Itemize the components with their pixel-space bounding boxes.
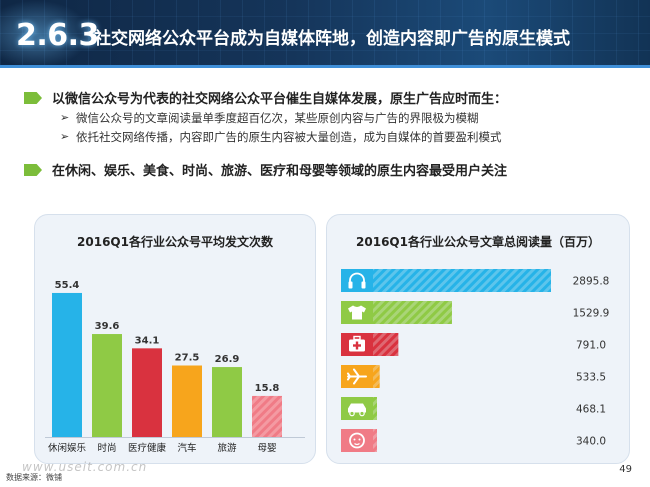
hbar-value-label: 340.0: [576, 436, 606, 448]
slide-title: 社交网络公众平台成为自媒体阵地，创造内容即广告的原生模式: [94, 29, 570, 49]
chart-title-right: 2016Q1各行业公众号文章总阅读量（百万）: [356, 235, 600, 249]
bullet-text-1: 以微信公众号为代表的社交网络公众平台催生自媒体发展，原生广告应时而生：: [52, 92, 508, 107]
bar-value-label: 27.5: [175, 353, 200, 364]
chart-panel-left: 2016Q1各行业公众号平均发文次数 55.4 休闲娱乐 39.6 时尚 34.1 医疗健…: [34, 214, 316, 464]
section-number: 2.6.3: [16, 18, 99, 53]
hbar-value-label: 791.0: [576, 340, 606, 352]
bullet-tag-icon: [24, 92, 42, 104]
medical-kit-icon: [349, 335, 365, 352]
baby-icon: [349, 432, 365, 449]
bullet-tag-icon: [24, 164, 42, 176]
sub-bullet-arrow-icon: ➢: [60, 111, 70, 124]
chart-panel-right: 2016Q1各行业公众号文章总阅读量（百万） 2895.8 1529.9 791.0…: [326, 214, 630, 464]
bullet-list: 以微信公众号为代表的社交网络公众平台催生自媒体发展，原生广告应时而生： ➢ 微信…: [24, 88, 634, 182]
data-source: 数据来源：微铺: [6, 473, 62, 482]
hbar-value-label: 468.1: [576, 404, 606, 416]
sub-bullet-text-2: 依托社交网络传播，内容即广告的原生内容被大量创造，成为自媒体的首要盈利模式: [76, 130, 502, 144]
tshirt-icon: [348, 305, 366, 320]
bar-value-label: 55.4: [55, 280, 80, 291]
hbar-value-label: 533.5: [576, 372, 606, 384]
car-icon: [348, 403, 366, 417]
bullet-text-2: 在休闲、娱乐、美食、时尚、旅游、医疗和母婴等领域的原生内容最受用户关注: [52, 164, 508, 179]
header-divider: [0, 65, 650, 68]
category-label: 时尚: [97, 442, 116, 454]
page-number: 49: [619, 464, 632, 475]
category-label: 旅游: [217, 442, 237, 454]
category-label: 休闲娱乐: [48, 442, 87, 454]
bullet-item-2: 在休闲、娱乐、美食、时尚、旅游、医疗和母婴等领域的原生内容最受用户关注: [24, 160, 634, 182]
total-reads-bar-chart: 2895.8 1529.9 791.0 533.5 468.1 340.0: [341, 269, 610, 452]
header-circuit-pattern: [0, 0, 650, 68]
bar-value-label: 15.8: [255, 383, 280, 394]
category-label: 汽车: [177, 442, 196, 454]
header-glow: [0, 0, 90, 68]
airplane-icon: [347, 368, 367, 385]
category-label: 医疗健康: [128, 442, 167, 454]
bar-6: [252, 395, 282, 437]
bar-3: [132, 348, 162, 437]
hbar-icon-block: [341, 269, 373, 292]
bar-value-label: 39.6: [95, 321, 120, 332]
hbar-1: [341, 269, 551, 292]
bullet-item-1: 以微信公众号为代表的社交网络公众平台催生自媒体发展，原生广告应时而生：: [24, 88, 634, 110]
bar-2: [92, 334, 122, 437]
hbar-value-label: 2895.8: [573, 276, 610, 288]
bar-5: [212, 367, 242, 437]
avg-posts-bar-chart: 55.4 休闲娱乐 39.6 时尚 34.1 医疗健康 27.5 汽车 26.9 旅游 15.8 母婴: [45, 280, 305, 454]
hbar-value-label: 1529.9: [573, 308, 610, 320]
sub-bullet-arrow-icon: ➢: [60, 130, 70, 143]
bar-value-label: 26.9: [215, 354, 240, 365]
hbar-icon-block: [341, 429, 373, 452]
bar-4: [172, 365, 202, 437]
watermark: www.useit.com.cn: [22, 460, 148, 474]
sub-bullet-2: ➢ 依托社交网络传播，内容即广告的原生内容被大量创造，成为自媒体的首要盈利模式: [60, 129, 634, 148]
bar-1: [52, 292, 82, 437]
bar-value-label: 34.1: [135, 335, 160, 346]
slide-header: 2.6.3 社交网络公众平台成为自媒体阵地，创造内容即广告的原生模式: [0, 0, 650, 68]
chart-title-left: 2016Q1各行业公众号平均发文次数: [77, 235, 273, 249]
category-label: 母婴: [257, 443, 276, 454]
headphones-icon: [348, 272, 366, 289]
sub-bullet-text-1: 微信公众号的文章阅读量单季度超百亿次，某些原创内容与广告的界限极为模糊: [76, 111, 479, 125]
sub-bullet-1: ➢ 微信公众号的文章阅读量单季度超百亿次，某些原创内容与广告的界限极为模糊: [60, 110, 634, 129]
